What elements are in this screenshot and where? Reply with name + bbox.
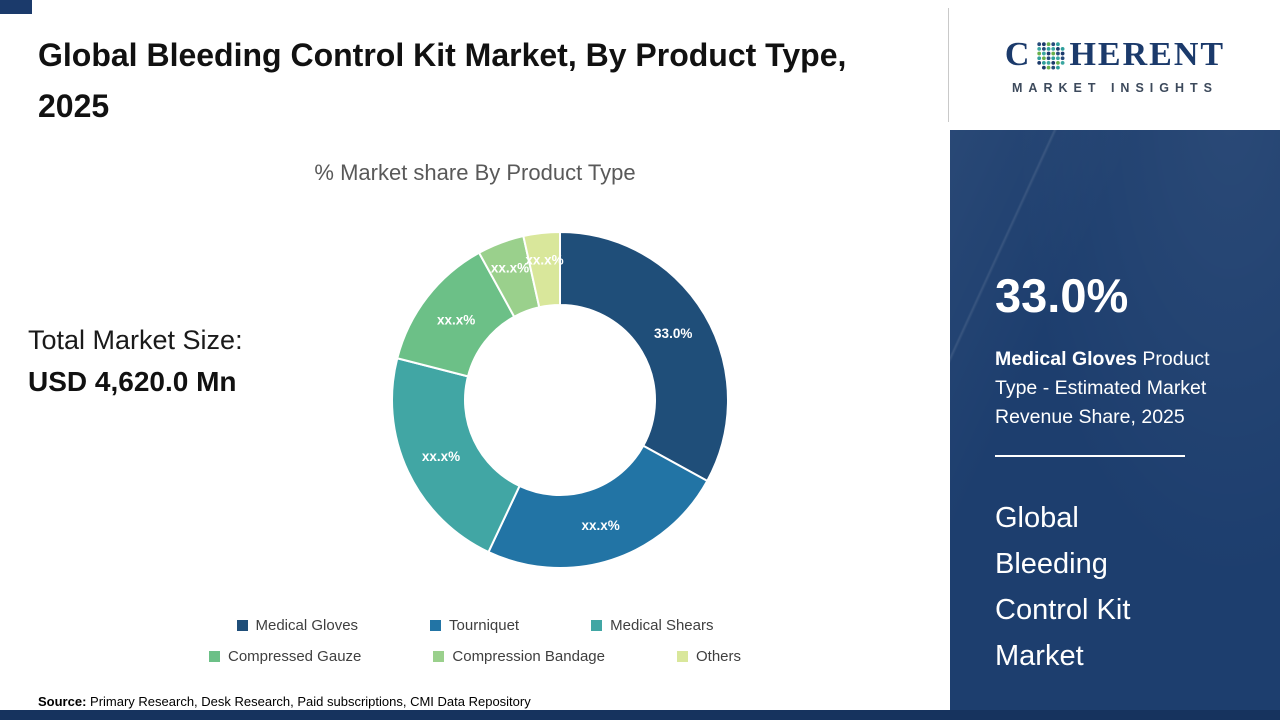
globe-dot xyxy=(1047,65,1051,69)
legend-label-compressed-gauze: Compressed Gauze xyxy=(227,648,362,665)
chart-legend: Medical Gloves Tourniquet Medical Shears Co… xyxy=(0,617,950,665)
globe-dot xyxy=(1056,46,1061,51)
legend-row: Compressed Gauze Compression Bandage Other… xyxy=(0,648,950,665)
dotted-globe-icon xyxy=(1037,41,1065,69)
donut-chart: 33.0% xx.x% xx.x% xx.x% xx.x% xx.x% xyxy=(390,230,730,570)
logo-divider xyxy=(948,8,949,122)
source-text: Primary Research, Desk Research, Paid su… xyxy=(86,694,531,709)
corner-accent xyxy=(0,0,32,14)
globe-dot xyxy=(1047,60,1051,65)
legend-label-medical-shears: Medical Shears xyxy=(610,617,714,634)
globe-dot xyxy=(1056,55,1061,60)
donut-segment-label: 33.0% xyxy=(654,326,692,341)
globe-dot xyxy=(1042,41,1047,46)
donut-segment-medical-gloves xyxy=(559,230,730,483)
globe-dot xyxy=(1037,55,1042,60)
globe-dot xyxy=(1042,51,1047,55)
globe-dot xyxy=(1047,46,1051,51)
legend-swatch-medical-shears xyxy=(591,620,603,631)
source-label: Source: xyxy=(38,694,87,709)
legend-swatch-tourniquet xyxy=(430,620,442,631)
legend-label-tourniquet: Tourniquet xyxy=(449,617,520,634)
globe-dot xyxy=(1061,46,1065,51)
globe-dot xyxy=(1037,51,1042,55)
legend-item-compression-bandage: Compression Bandage xyxy=(433,648,605,665)
globe-dot xyxy=(1056,60,1061,65)
donut-segment-others xyxy=(522,230,561,309)
donut-segment-label: xx.x% xyxy=(422,449,460,464)
market-name-line: Control Kit xyxy=(995,594,1131,626)
sidebar-divider xyxy=(995,455,1185,457)
market-name-line: Market xyxy=(995,640,1084,672)
legend-item-medical-gloves: Medical Gloves xyxy=(236,617,359,634)
bottom-strip xyxy=(0,710,1280,720)
globe-dot xyxy=(1056,65,1061,69)
globe-dot xyxy=(1037,41,1042,46)
globe-dot xyxy=(1047,41,1051,46)
globe-dot xyxy=(1051,60,1056,65)
donut-segment-label: xx.x% xyxy=(525,252,563,267)
market-name-line: Global xyxy=(995,502,1079,534)
globe-dot xyxy=(1042,60,1047,65)
donut-segment-medical-shears xyxy=(391,357,521,554)
chart-subtitle: % Market share By Product Type xyxy=(314,160,636,185)
globe-dot xyxy=(1061,51,1065,55)
globe-dot xyxy=(1051,41,1056,46)
logo-letter-start: C xyxy=(1004,35,1032,73)
globe-dot xyxy=(1042,65,1047,69)
main-area: Global Bleeding Control Kit Market, By P… xyxy=(0,37,950,709)
logo-wordmark: C HERENT xyxy=(1005,36,1225,74)
legend-row: Medical Gloves Tourniquet Medical Shears xyxy=(0,617,950,634)
legend-label-medical-gloves: Medical Gloves xyxy=(255,617,359,634)
globe-dot xyxy=(1037,46,1042,51)
globe-dot xyxy=(1051,46,1056,51)
globe-dot xyxy=(1056,41,1061,46)
legend-swatch-compression-bandage xyxy=(433,651,445,662)
globe-dot xyxy=(1047,51,1051,55)
legend-swatch-medical-gloves xyxy=(236,620,248,631)
globe-dot xyxy=(1056,51,1061,55)
globe-dot xyxy=(1061,60,1065,65)
stat-description-bold: Medical Gloves xyxy=(995,348,1137,370)
globe-dot xyxy=(1037,60,1042,65)
donut-segment-label: xx.x% xyxy=(581,518,619,533)
legend-item-others: Others xyxy=(676,648,741,665)
logo-box: C HERENT MARKET INSIGHTS xyxy=(950,0,1280,130)
market-name: Global Bleeding Control Kit Market xyxy=(995,495,1130,679)
stat-description-rest: Product Type - Estimated Market Revenue … xyxy=(995,348,1210,428)
donut-segment-label: xx.x% xyxy=(437,312,475,327)
legend-item-compressed-gauze: Compressed Gauze xyxy=(208,648,362,665)
globe-dot xyxy=(1061,55,1065,60)
legend-label-compression-bandage: Compression Bandage xyxy=(452,648,605,665)
globe-dot xyxy=(1042,46,1047,51)
logo-tagline: MARKET INSIGHTS xyxy=(1012,80,1218,95)
legend-swatch-others xyxy=(676,651,688,662)
stat-value: 33.0% xyxy=(995,269,1129,322)
legend-item-medical-shears: Medical Shears xyxy=(591,617,714,634)
page-title: Global Bleeding Control Kit Market, By P… xyxy=(38,37,847,125)
source-line: Source: Primary Research, Desk Research,… xyxy=(38,694,531,709)
legend-label-others: Others xyxy=(695,648,741,665)
legend-swatch-compressed-gauze xyxy=(208,651,220,662)
globe-dot xyxy=(1051,65,1056,69)
donut-chart-svg: 33.0%xx.x%xx.x%xx.x%xx.x%xx.x% xyxy=(391,230,730,569)
total-market-size-label: Total Market Size: xyxy=(28,325,243,355)
globe-dot xyxy=(1042,55,1047,60)
logo-letter-end: HERENT xyxy=(1069,35,1226,73)
market-name-line: Bleeding xyxy=(995,548,1108,580)
globe-dot xyxy=(1051,51,1056,55)
globe-dot xyxy=(1051,55,1056,60)
total-market-size-block: Total Market Size: USD 4,620.0 Mn xyxy=(28,325,243,398)
donut-segment-tourniquet xyxy=(487,444,709,569)
globe-dot xyxy=(1047,55,1051,60)
stat-description: Medical Gloves Product Type - Estimated … xyxy=(995,345,1235,432)
donut-segment-label: xx.x% xyxy=(491,261,529,276)
legend-item-tourniquet: Tourniquet xyxy=(430,617,519,634)
total-market-size-value: USD 4,620.0 Mn xyxy=(28,366,237,397)
